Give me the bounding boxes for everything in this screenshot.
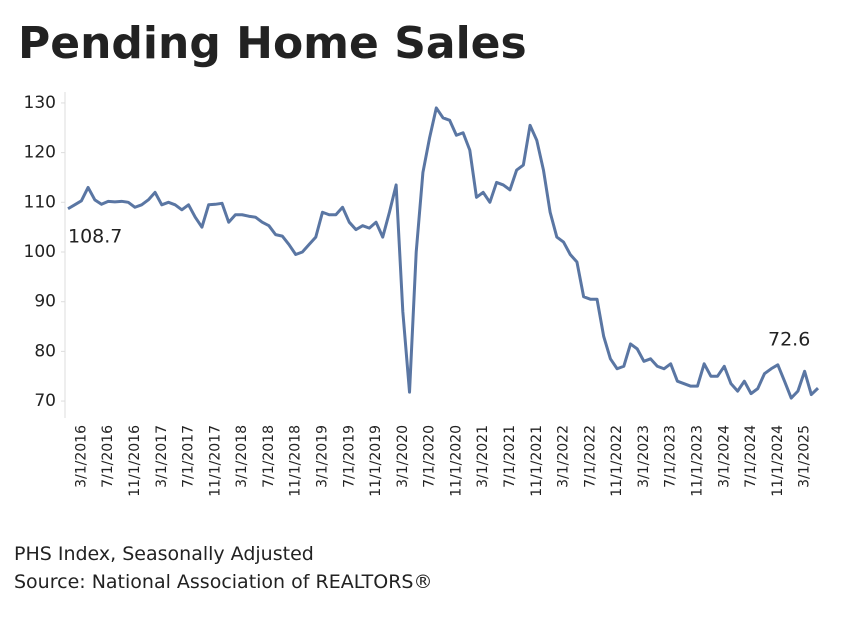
x-tick-label: 7/1/2019 [341, 425, 357, 488]
x-tick-label: 7/1/2016 [100, 425, 116, 488]
x-tick-label: 3/1/2024 [716, 425, 732, 488]
y-tick-label: 130 [24, 93, 56, 113]
y-tick-label: 70 [34, 391, 56, 411]
x-tick-label: 3/1/2018 [234, 425, 250, 488]
series-line [67, 106, 820, 400]
y-tick-label: 80 [34, 341, 56, 361]
x-tick-label: 7/1/2024 [743, 425, 759, 488]
x-tick-label: 3/1/2019 [314, 425, 330, 488]
x-tick-label: 3/1/2017 [154, 425, 170, 488]
x-tick-label: 11/1/2019 [368, 425, 384, 497]
x-tick-label: 11/1/2023 [689, 425, 705, 497]
x-tick-label: 11/1/2016 [127, 425, 143, 497]
x-tick-label: 11/1/2024 [770, 425, 786, 497]
x-tick-label: 7/1/2017 [181, 425, 197, 488]
y-tick-label: 90 [34, 292, 56, 312]
x-tick-label: 11/1/2021 [529, 425, 545, 497]
x-tick-label: 3/1/2016 [73, 425, 89, 488]
y-tick-label: 110 [24, 192, 56, 212]
x-tick-label: 3/1/2021 [475, 425, 491, 488]
subtitle-note: PHS Index, Seasonally Adjusted [14, 543, 314, 565]
x-tick-label: 7/1/2018 [261, 425, 277, 488]
x-tick-label: 7/1/2020 [422, 425, 438, 488]
x-tick-label: 3/1/2025 [797, 425, 813, 488]
x-tick-label: 3/1/2022 [556, 425, 572, 488]
x-tick-label: 11/1/2020 [448, 425, 464, 497]
source-note: Source: National Association of REALTORS… [14, 571, 432, 593]
x-tick-label: 11/1/2018 [288, 425, 304, 497]
data-label: 72.6 [768, 329, 810, 351]
y-tick-label: 120 [24, 143, 56, 163]
x-tick-label: 11/1/2022 [609, 425, 625, 497]
chart-title: Pending Home Sales [18, 18, 527, 69]
x-tick-label: 11/1/2017 [207, 425, 223, 497]
data-label: 108.7 [68, 225, 122, 247]
x-tick-label: 3/1/2023 [636, 425, 652, 488]
x-tick-label: 7/1/2023 [663, 425, 679, 488]
x-tick-label: 7/1/2021 [502, 425, 518, 488]
x-tick-label: 7/1/2022 [582, 425, 598, 488]
y-tick-label: 100 [24, 242, 56, 262]
x-tick-label: 3/1/2020 [395, 425, 411, 488]
